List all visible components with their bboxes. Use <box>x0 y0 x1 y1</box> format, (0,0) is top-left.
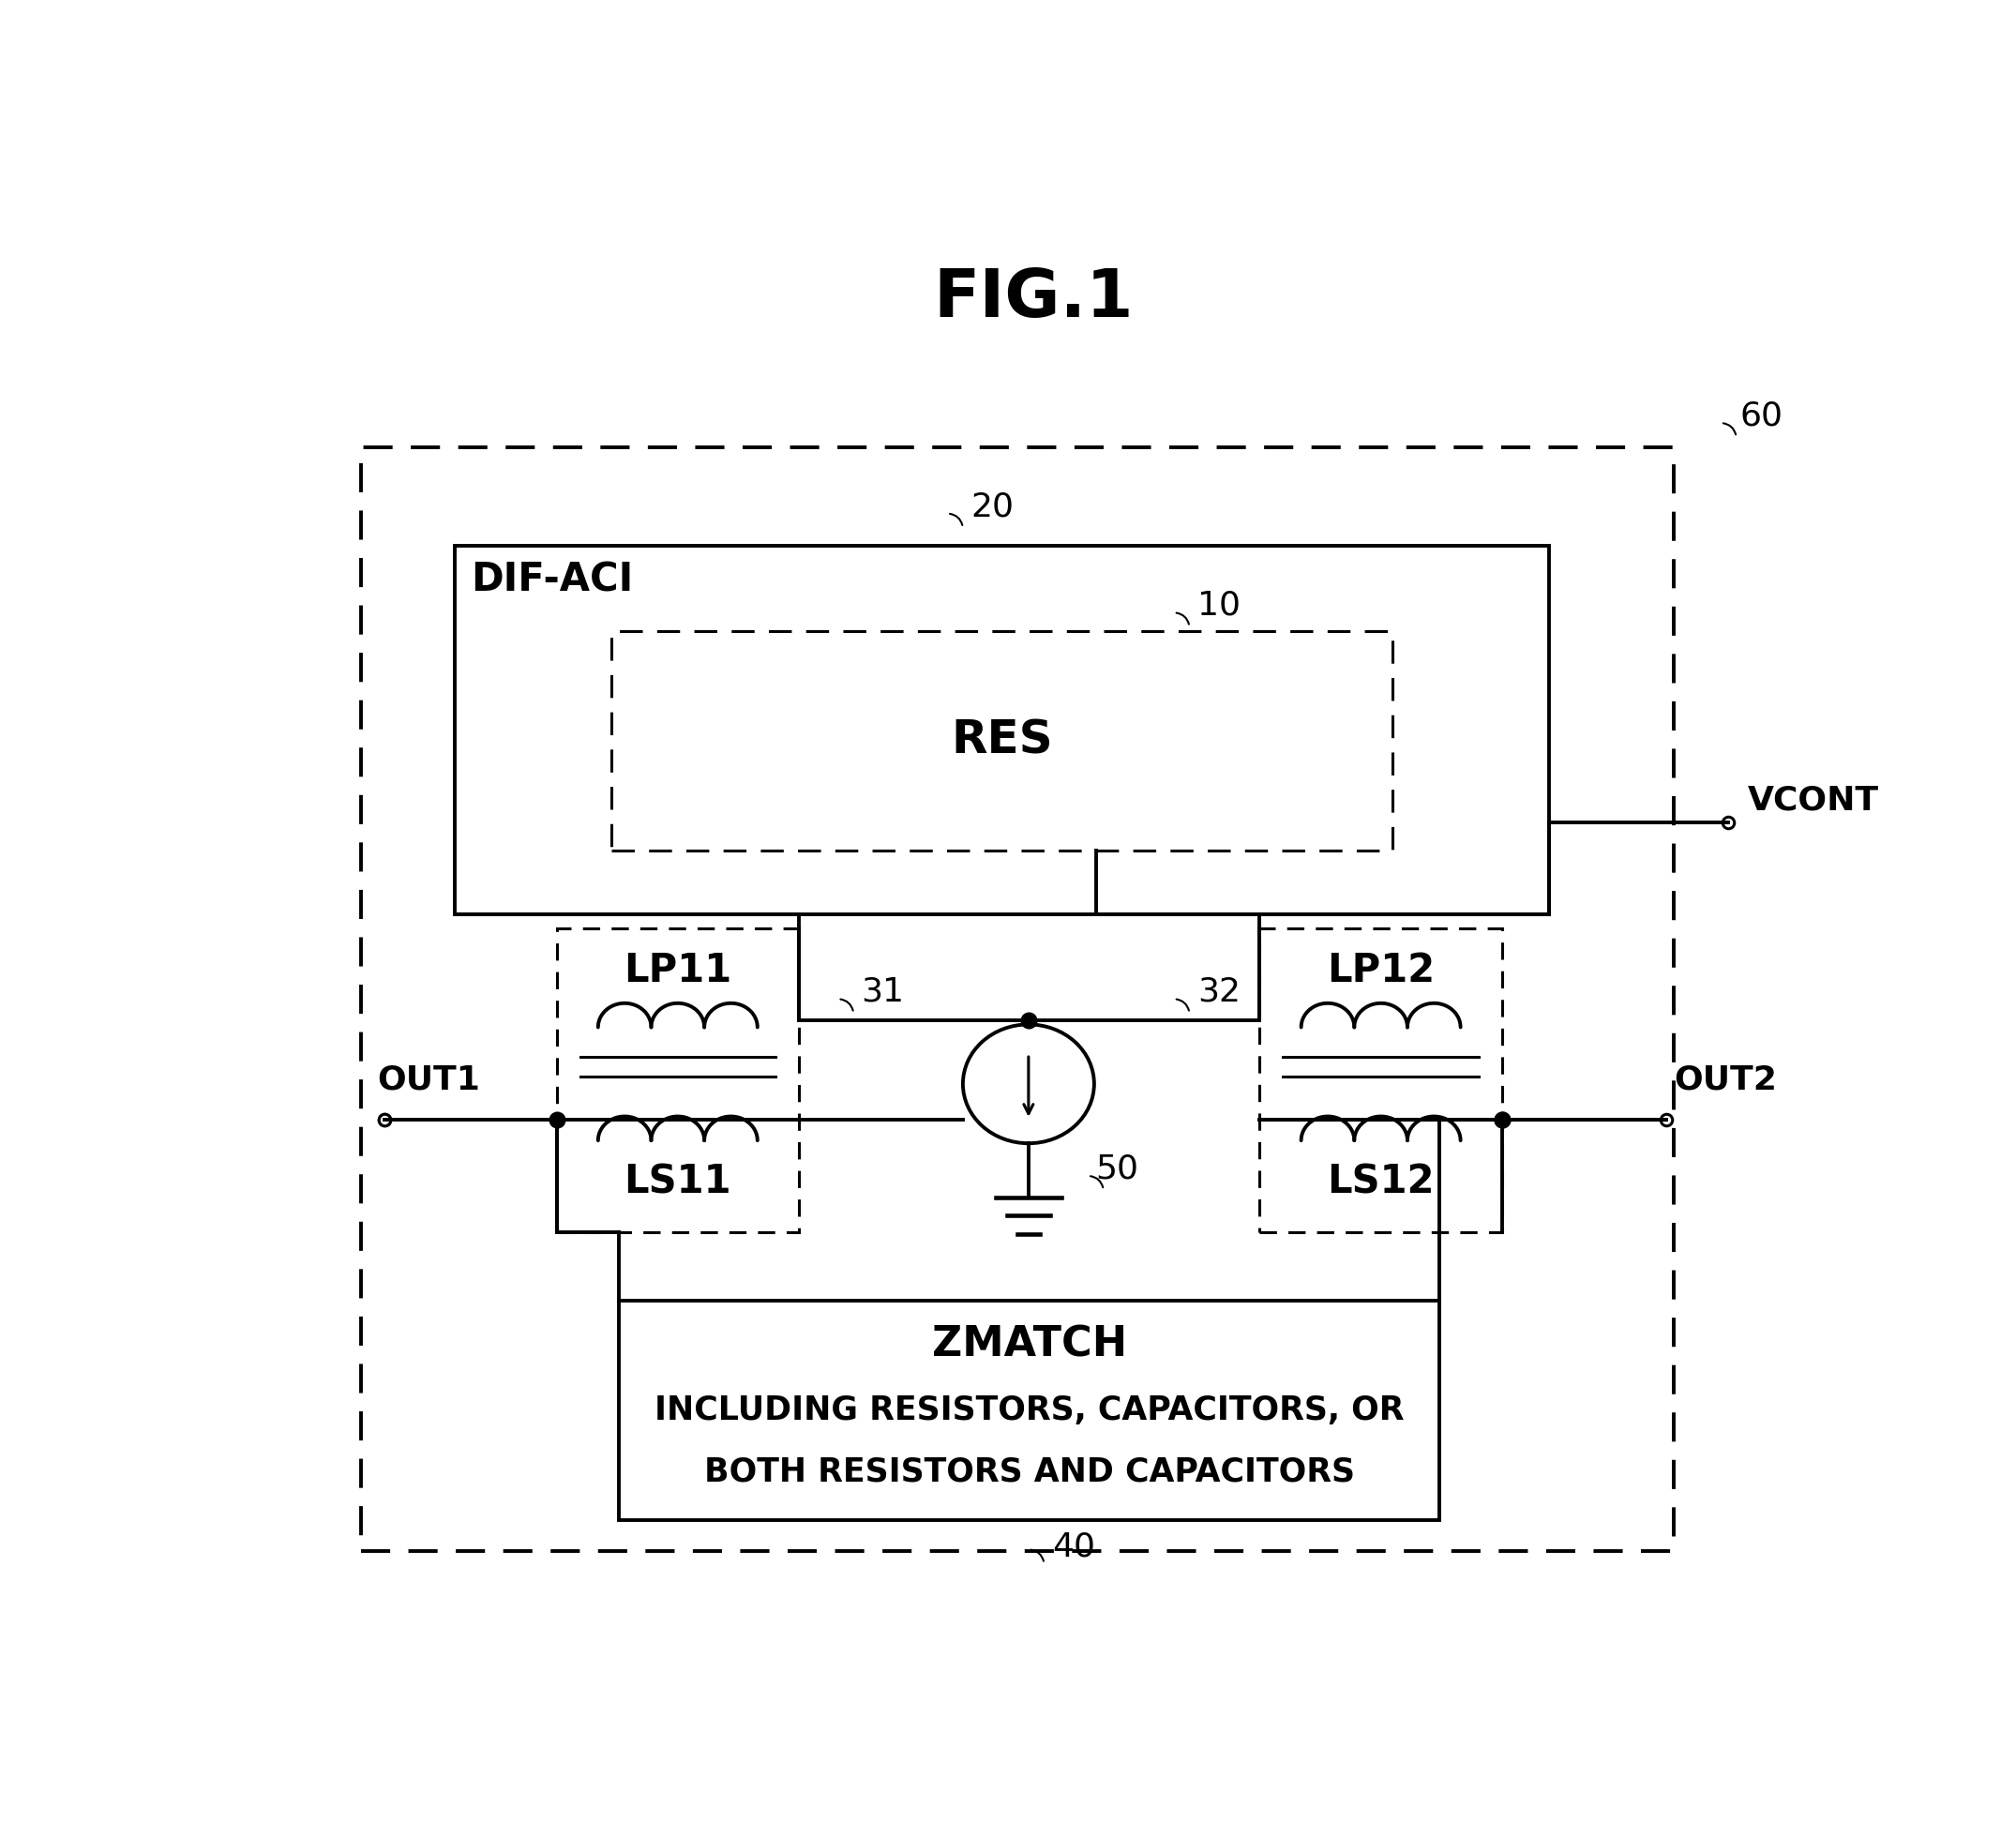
Text: 32: 32 <box>1198 976 1240 1007</box>
Text: FIG.1: FIG.1 <box>933 267 1133 331</box>
Text: 31: 31 <box>861 976 905 1007</box>
Text: ZMATCH: ZMATCH <box>931 1323 1127 1364</box>
Text: RES: RES <box>952 719 1052 763</box>
Text: LS12: LS12 <box>1327 1162 1435 1202</box>
Text: INCLUDING RESISTORS, CAPACITORS, OR: INCLUDING RESISTORS, CAPACITORS, OR <box>655 1395 1403 1426</box>
Text: 10: 10 <box>1198 590 1240 621</box>
Text: 40: 40 <box>1052 1531 1095 1562</box>
Text: VCONT: VCONT <box>1748 785 1879 816</box>
Text: 60: 60 <box>1740 401 1782 432</box>
Text: BOTH RESISTORS AND CAPACITORS: BOTH RESISTORS AND CAPACITORS <box>704 1456 1355 1487</box>
Text: 50: 50 <box>1097 1152 1139 1186</box>
Text: OUT1: OUT1 <box>377 1064 480 1095</box>
Text: DIF-ACI: DIF-ACI <box>472 561 633 599</box>
Text: 20: 20 <box>972 491 1014 522</box>
Text: LP11: LP11 <box>623 950 732 991</box>
Text: LS11: LS11 <box>625 1162 732 1202</box>
Text: LP12: LP12 <box>1327 950 1435 991</box>
Text: OUT2: OUT2 <box>1673 1064 1776 1095</box>
